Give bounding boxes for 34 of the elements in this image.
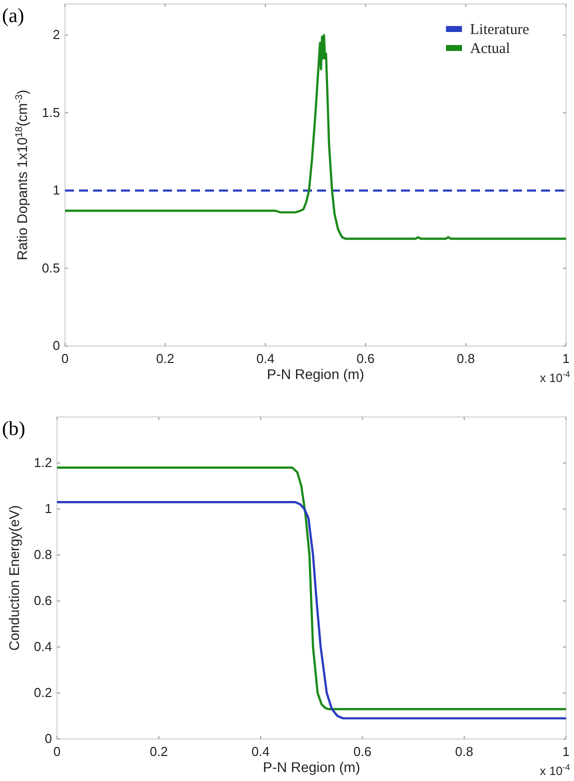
x-tick-label: 0.8 <box>455 744 474 759</box>
line-series <box>56 466 568 710</box>
legend-label: Literature <box>470 22 530 38</box>
x-tick-label: 0.2 <box>156 351 174 366</box>
y-tick-label: 1.2 <box>34 455 52 470</box>
x-tick-label: 0.6 <box>356 351 375 366</box>
y-tick-label: 0.4 <box>34 639 52 654</box>
line-series <box>56 501 568 720</box>
y-tick-label: 0.5 <box>42 260 60 276</box>
y-tick-label: 2 <box>52 27 60 42</box>
y-tick-label: 0 <box>52 338 60 353</box>
chart-title: (a) <box>2 5 24 27</box>
x-axis-title: P-N Region (m) <box>266 366 364 382</box>
chart-title: (b) <box>2 418 26 440</box>
x-tick-label: 0.4 <box>252 744 270 759</box>
y-tick-label: 1 <box>44 501 52 516</box>
y-tick-label: 1 <box>52 182 60 198</box>
y-tick-label: 0.8 <box>34 547 52 562</box>
x-axis-title: P-N Region (m) <box>262 759 360 775</box>
legend-label: Actual <box>470 41 510 57</box>
x-tick-label: 0.2 <box>150 744 168 759</box>
y-tick-label: 0.2 <box>34 685 52 700</box>
x-tick-label: 1 <box>562 744 570 759</box>
x-tick-label: 0.4 <box>256 351 274 366</box>
x-tick-label: 1 <box>562 351 570 366</box>
x-tick-label: 0.8 <box>456 351 475 366</box>
y-axis-title: Conduction Energy(eV) <box>6 505 22 651</box>
y-tick-label: 0.6 <box>34 593 52 608</box>
x-tick-label: 0.6 <box>353 744 372 759</box>
y-tick-label: 0 <box>44 731 52 746</box>
text: x 10$^{-4}$ <box>540 762 570 778</box>
y-tick-label: 1.5 <box>42 104 60 120</box>
text: x 10$^{-4}$ <box>540 369 570 385</box>
line-series <box>64 34 568 240</box>
